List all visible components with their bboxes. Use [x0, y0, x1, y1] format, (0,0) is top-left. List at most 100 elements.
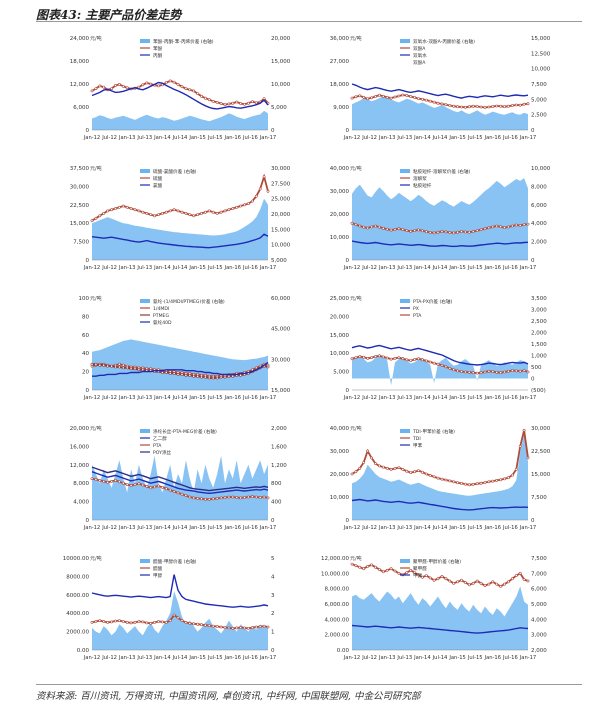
data-point [192, 374, 196, 378]
data-point [436, 230, 440, 234]
data-point [522, 369, 526, 372]
data-point [471, 104, 475, 108]
data-point [172, 613, 176, 617]
y-tick-left: 20,000 [330, 314, 350, 320]
legend-label: 丙酮 [153, 53, 163, 59]
data-point [503, 582, 506, 586]
data-point [506, 104, 510, 108]
data-point [463, 230, 467, 234]
x-tick: Jan-15 [448, 135, 465, 141]
data-point [401, 93, 405, 97]
legend-swatch [140, 39, 150, 43]
x-tick: Jan-15 [188, 395, 205, 401]
y-tick-left: 0 [346, 258, 350, 264]
data-point [118, 365, 121, 369]
unit-label: 元/吨 [90, 295, 102, 302]
y-tick-left: 16,000 [70, 444, 90, 450]
y-tick-right: 0 [531, 128, 535, 134]
data-point [172, 208, 176, 212]
data-point [235, 496, 239, 499]
data-point [389, 96, 393, 100]
data-point [94, 87, 98, 91]
data-point [510, 473, 514, 477]
data-point [362, 461, 366, 464]
legend-label: 硫酸 [153, 175, 163, 182]
data-point [215, 497, 219, 500]
y-tick-right: 0 [271, 648, 275, 654]
data-point [196, 497, 200, 500]
x-tick: Jul-12 [101, 655, 117, 661]
x-tick: Jul-14 [432, 265, 448, 271]
data-point [137, 482, 141, 486]
data-point [370, 456, 374, 460]
series-line-2 [92, 363, 269, 379]
data-point [102, 363, 106, 367]
data-point [448, 579, 452, 583]
data-point [114, 619, 117, 623]
data-point [141, 620, 145, 624]
data-point [168, 488, 172, 492]
y-tick-left: 0 [86, 388, 90, 394]
data-point [125, 621, 129, 624]
y-tick-right: 0 [531, 377, 535, 383]
data-point [479, 581, 483, 585]
x-tick: Jul-15 [467, 655, 483, 661]
data-point [137, 85, 141, 89]
data-point [137, 368, 141, 372]
chart-pom: 元/吨 0.00 2,000.00 4,000.00 6,000.00 8,000.00 1… [312, 548, 572, 678]
data-point [518, 103, 522, 107]
data-point [366, 564, 370, 568]
data-point [409, 359, 413, 363]
y-tick-right: 2,500 [531, 113, 547, 119]
y-tick-right: 2,000 [531, 648, 547, 654]
data-point [129, 207, 133, 210]
legend-swatch [140, 559, 150, 563]
data-point [526, 456, 530, 460]
data-point [176, 209, 180, 213]
y-tick-right: 15,000 [531, 472, 551, 478]
y-tick-left: 12,000.00 [321, 556, 349, 562]
data-point [413, 358, 417, 361]
x-tick: Jan-14 [153, 655, 171, 661]
data-point [203, 497, 207, 501]
data-point [405, 358, 409, 362]
x-tick: Jan-17 [519, 135, 536, 141]
data-point [362, 95, 366, 99]
x-tick: Jul-14 [172, 395, 188, 401]
data-point [114, 207, 117, 210]
y-tick-right: 5,000 [271, 258, 287, 264]
y-tick-right: (500) [531, 388, 546, 394]
legend-label: 涤纶长丝-PTA-MEG价差 (右轴) [153, 428, 217, 435]
x-tick: Jul-13 [396, 395, 412, 401]
series-area-0 [352, 96, 528, 130]
data-point [381, 94, 385, 98]
y-tick-left: 12,000 [70, 82, 90, 88]
data-point [467, 370, 471, 374]
data-point [106, 621, 110, 624]
data-point [102, 85, 106, 89]
series-area-0 [92, 198, 268, 260]
data-point [133, 483, 137, 487]
data-point [164, 81, 168, 84]
data-point [266, 625, 270, 629]
data-point [417, 357, 420, 361]
x-tick: Jul-16 [502, 135, 518, 141]
data-point [203, 96, 207, 100]
y-tick-right: 0 [271, 518, 275, 524]
data-point [471, 482, 475, 486]
data-point [223, 209, 227, 213]
data-point [203, 210, 207, 214]
data-point [141, 210, 145, 214]
chart-svg: 元/吨 0.00 2,000.00 4,000.00 6,000.00 8,000.00 1… [321, 555, 547, 661]
y-tick-right: 5,000 [531, 97, 547, 103]
data-point [463, 105, 467, 109]
data-point [227, 374, 231, 378]
x-tick: Jan-17 [259, 395, 276, 401]
x-tick: Jul-16 [242, 525, 258, 531]
data-point [203, 375, 207, 379]
series-line-2 [91, 477, 269, 501]
data-point [200, 623, 203, 627]
data-point [223, 375, 227, 379]
y-tick-left: 20 [82, 370, 89, 376]
y-tick-left: 4,000 [73, 500, 89, 506]
